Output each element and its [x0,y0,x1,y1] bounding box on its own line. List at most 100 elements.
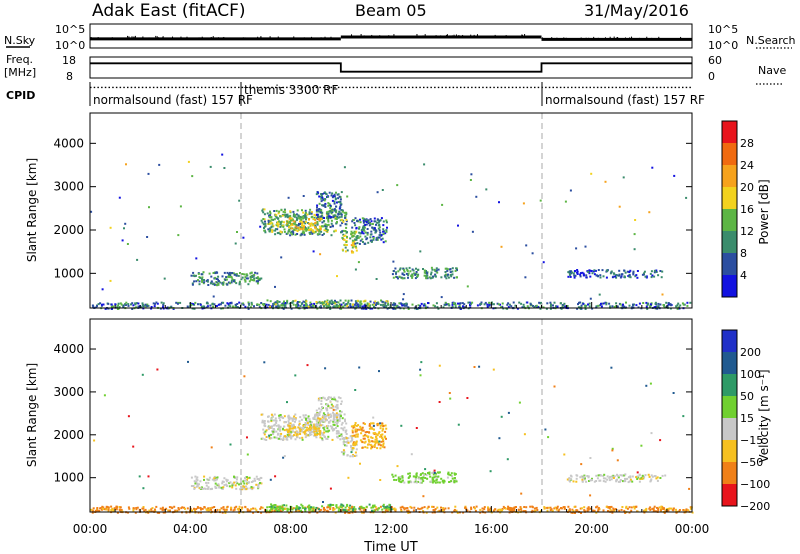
data-cell [373,428,375,431]
data-cell [336,430,339,433]
data-cell [609,305,612,308]
data-cell [207,481,210,484]
data-cell [372,235,375,238]
data-cell [373,220,376,223]
data-cell [469,304,471,306]
data-cell [289,214,292,217]
data-cell [304,222,307,225]
data-cell [627,476,630,479]
data-cell [146,303,149,306]
data-cell [576,307,579,310]
data-cell [328,300,331,303]
data-cell [577,303,579,306]
data-cell [379,219,382,222]
noise-spike [156,36,158,38]
data-cell [289,234,292,237]
data-cell [419,304,422,307]
data-cell [268,227,271,230]
data-cell [602,477,605,480]
data-cell [329,487,332,490]
data-cell [282,439,284,441]
data-cell [356,299,359,302]
data-cell [593,480,596,483]
data-cell [355,441,358,444]
data-cell [216,284,218,287]
data-cell [290,417,293,420]
data-cell [442,481,445,484]
data-cell [102,303,105,306]
data-cell [305,433,308,436]
data-cell [379,422,382,425]
data-cell [363,242,366,245]
data-cell [649,382,652,385]
data-cell [291,430,294,433]
data-cell [354,238,357,241]
data-cell [568,479,571,482]
data-cell [513,506,516,509]
data-cell [374,300,377,303]
data-cell [553,385,556,388]
data-cell [589,275,592,278]
data-cell [316,433,318,436]
data-cell [612,507,615,510]
data-cell [329,204,332,207]
data-cell [269,478,272,481]
data-cell [339,204,342,207]
data-cell [283,421,286,423]
data-cell [210,508,212,511]
data-cell [283,455,286,458]
data-cell [336,275,338,278]
data-cell [507,411,510,414]
data-cell [263,229,266,232]
data-cell [333,208,336,211]
data-cell [471,301,474,304]
data-cell [246,476,248,479]
data-cell [206,305,209,308]
noise-spike [442,35,444,38]
data-cell [229,481,232,484]
data-cell [600,305,603,308]
data-cell [418,477,421,480]
colorbar-swatch [722,330,737,353]
data-cell [531,506,534,509]
data-cell [598,479,601,482]
data-cell [230,275,233,278]
data-cell [359,306,362,309]
data-cell [455,509,458,512]
data-cell [267,415,270,418]
data-cell [608,506,611,508]
data-cell [367,222,370,225]
data-cell [559,302,562,305]
data-cell [283,228,286,231]
data-cell [351,235,354,238]
data-cell [661,293,664,296]
data-cell [229,305,232,308]
data-cell [249,487,252,490]
data-cell [438,364,441,367]
data-cell [339,299,342,302]
data-cell [384,506,387,509]
data-cell [327,435,330,438]
data-cell [417,507,420,510]
data-cell [202,271,205,274]
data-cell [655,269,658,272]
noise-spike [371,34,373,37]
data-cell [288,416,291,419]
data-cell [385,300,388,303]
data-cell [179,301,182,304]
data-cell [372,424,375,427]
data-cell [329,302,332,305]
data-cell [290,507,293,510]
data-cell [152,302,155,305]
data-cell [184,507,186,510]
data-cell [327,210,330,213]
data-cell [669,303,672,306]
data-cell [316,191,319,194]
data-cell [682,303,685,306]
noise-spike [554,37,556,40]
data-cell [270,433,272,436]
data-cell [238,301,241,304]
data-cell [338,417,341,420]
data-cell [268,214,271,217]
data-cell [297,215,300,218]
